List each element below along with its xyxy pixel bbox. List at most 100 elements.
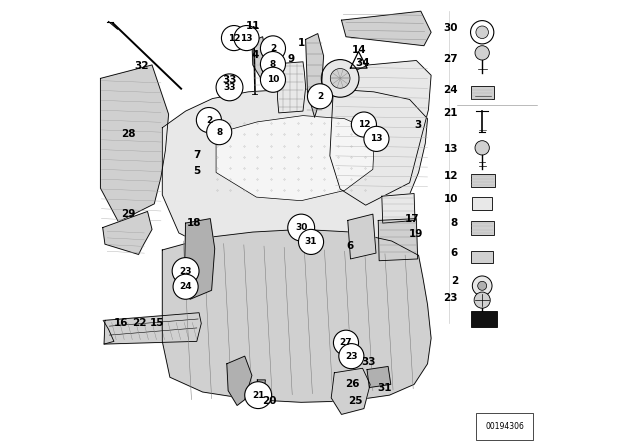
Text: 00194306: 00194306 [485, 422, 524, 431]
Polygon shape [332, 368, 370, 414]
Text: 23: 23 [444, 293, 458, 303]
Bar [472, 86, 494, 99]
Text: 2: 2 [317, 92, 323, 101]
Bar [470, 221, 494, 235]
Circle shape [351, 112, 376, 137]
Text: 24: 24 [444, 86, 458, 95]
Text: 2: 2 [270, 44, 276, 53]
Polygon shape [163, 229, 431, 402]
Text: 19: 19 [409, 229, 423, 239]
Polygon shape [252, 37, 266, 78]
Text: 13: 13 [444, 144, 458, 154]
Polygon shape [348, 214, 376, 259]
Text: 15: 15 [150, 319, 164, 328]
Circle shape [470, 21, 494, 44]
Text: 33: 33 [361, 357, 376, 367]
Polygon shape [163, 89, 428, 258]
Text: 9: 9 [287, 54, 294, 64]
Text: 10: 10 [267, 75, 279, 84]
Polygon shape [227, 356, 252, 405]
Text: 5: 5 [194, 166, 201, 176]
Polygon shape [330, 60, 431, 205]
Text: 23: 23 [179, 267, 192, 276]
Text: 21: 21 [444, 108, 458, 118]
Polygon shape [342, 11, 431, 46]
Text: 30: 30 [295, 223, 307, 232]
Polygon shape [100, 65, 168, 222]
Text: 30: 30 [444, 23, 458, 33]
Polygon shape [185, 219, 215, 299]
Text: 27: 27 [340, 338, 352, 347]
Text: 6: 6 [451, 248, 458, 258]
Text: 12: 12 [444, 171, 458, 181]
Text: 21: 21 [252, 391, 264, 400]
Text: 25: 25 [348, 396, 362, 406]
Circle shape [207, 120, 232, 145]
Circle shape [364, 126, 389, 151]
Text: 3: 3 [414, 120, 421, 129]
Text: 12: 12 [358, 120, 370, 129]
Polygon shape [306, 34, 324, 117]
Text: 7: 7 [193, 150, 201, 159]
Text: 2: 2 [451, 276, 458, 286]
Circle shape [298, 229, 324, 254]
Text: 24: 24 [179, 282, 192, 291]
Circle shape [173, 274, 198, 299]
Text: 8: 8 [216, 128, 222, 137]
Text: 11: 11 [246, 21, 260, 31]
Text: 6: 6 [347, 241, 354, 250]
Text: 13: 13 [240, 34, 253, 43]
Text: 8: 8 [451, 218, 458, 228]
Text: 10: 10 [444, 194, 458, 204]
Bar [472, 251, 493, 263]
Circle shape [474, 292, 490, 308]
Polygon shape [104, 313, 202, 344]
Bar [472, 197, 492, 210]
Text: 34: 34 [355, 58, 370, 68]
Text: 28: 28 [121, 129, 136, 138]
Circle shape [221, 26, 246, 51]
Text: 33: 33 [223, 83, 236, 92]
Circle shape [330, 69, 350, 88]
Text: 26: 26 [345, 379, 360, 389]
Polygon shape [216, 116, 374, 201]
Circle shape [260, 36, 285, 61]
Circle shape [339, 344, 364, 369]
Text: 23: 23 [345, 352, 358, 361]
Text: 4: 4 [252, 50, 259, 60]
Bar [470, 311, 497, 327]
Text: !: ! [357, 60, 360, 65]
Bar [470, 174, 495, 187]
Text: 18: 18 [186, 218, 201, 228]
Circle shape [196, 108, 221, 133]
Text: 20: 20 [262, 396, 277, 406]
Circle shape [288, 214, 315, 241]
Circle shape [260, 52, 285, 77]
Circle shape [472, 276, 492, 296]
Circle shape [260, 67, 285, 92]
Text: 2: 2 [206, 116, 212, 125]
Circle shape [216, 74, 243, 101]
Text: 14: 14 [352, 45, 367, 55]
Circle shape [234, 26, 259, 51]
Text: 13: 13 [370, 134, 383, 143]
Circle shape [475, 141, 490, 155]
Circle shape [244, 382, 271, 409]
Text: 32: 32 [134, 61, 149, 71]
Circle shape [476, 26, 488, 39]
Text: 31: 31 [305, 237, 317, 246]
Text: 8: 8 [270, 60, 276, 69]
Circle shape [172, 258, 199, 284]
Text: 1: 1 [298, 38, 305, 47]
Polygon shape [278, 62, 306, 113]
Circle shape [321, 60, 359, 97]
Text: 12: 12 [228, 34, 240, 43]
Text: 17: 17 [405, 214, 420, 224]
Polygon shape [382, 194, 415, 223]
Polygon shape [257, 380, 266, 407]
Text: 16: 16 [114, 319, 129, 328]
Text: 31: 31 [378, 383, 392, 392]
Polygon shape [103, 211, 152, 254]
Polygon shape [378, 219, 418, 261]
Polygon shape [367, 366, 391, 388]
